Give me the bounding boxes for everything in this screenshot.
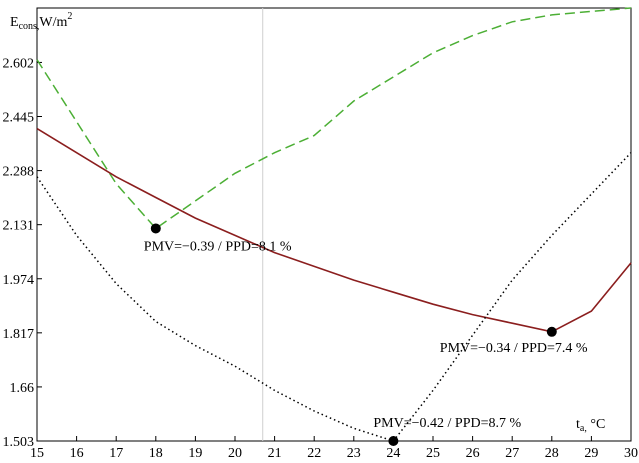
x-axis-label-sub: a, — [580, 423, 587, 434]
y-tick-label: 1.66 — [10, 381, 35, 396]
x-tick-label: 17 — [109, 446, 123, 461]
y-tick-label: 1.974 — [3, 273, 35, 288]
y-axis-label-unit: W/m — [39, 15, 67, 30]
x-tick-label: 29 — [584, 446, 598, 461]
y-tick-label: 2.131 — [3, 219, 35, 234]
series-line-solid — [36, 127, 632, 333]
x-tick-label: 23 — [347, 446, 361, 461]
y-tick-label: 2.602 — [3, 56, 35, 71]
series-group — [36, 7, 632, 442]
markers-group — [150, 223, 557, 446]
optimum-point — [546, 326, 557, 337]
plot-frame — [36, 7, 632, 442]
x-tick-label: 15 — [30, 446, 44, 461]
annotations-group: PMV=−0.39 / PPD=8.1 % PMV=−0.34 / PPD=7.4… — [144, 239, 588, 431]
y-axis-label-sub: cons, — [19, 21, 40, 32]
x-axis-label: ta, °C — [576, 417, 605, 434]
optimum-point — [150, 223, 161, 234]
y-tick-label: 2.288 — [3, 165, 35, 180]
y-tick-label: 1.817 — [3, 327, 35, 342]
x-tick-label: 30 — [624, 446, 638, 461]
x-axis-label-unit: °C — [587, 417, 605, 432]
x-tick-label: 16 — [70, 446, 84, 461]
y-tick-label: 2.445 — [3, 111, 35, 126]
series-line-dashed — [36, 7, 632, 230]
y-axis-label-main: E — [10, 15, 19, 30]
x-tick-label: 22 — [307, 446, 321, 461]
annotation-label: PMV=−0.39 / PPD=8.1 % — [144, 239, 292, 254]
x-tick-label: 24 — [386, 446, 400, 461]
x-tick-label: 27 — [505, 446, 519, 461]
x-tick-label: 28 — [545, 446, 559, 461]
y-axis-label: Econs,W/m2 — [10, 11, 72, 32]
axes: 15 16 17 18 19 20 21 22 23 24 25 26 27 28 29 30 1.503 1.6… — [3, 7, 638, 461]
annotation-label: PMV=−0.34 / PPD=7.4 % — [440, 341, 588, 356]
x-tick-label: 25 — [426, 446, 440, 461]
series-line-dotted — [36, 152, 632, 442]
y-axis-label-sup: 2 — [67, 11, 72, 22]
x-tick-label: 18 — [149, 446, 163, 461]
annotation-label: PMV=−0.42 / PPD=8.7 % — [373, 416, 521, 431]
x-axis-label-main: t — [576, 417, 580, 432]
optimum-point — [388, 436, 399, 446]
y-tick-label: 1.503 — [3, 435, 35, 450]
x-tick-label: 21 — [268, 446, 282, 461]
x-tick-label: 20 — [228, 446, 242, 461]
x-tick-label: 19 — [188, 446, 202, 461]
x-tick-label: 26 — [466, 446, 480, 461]
